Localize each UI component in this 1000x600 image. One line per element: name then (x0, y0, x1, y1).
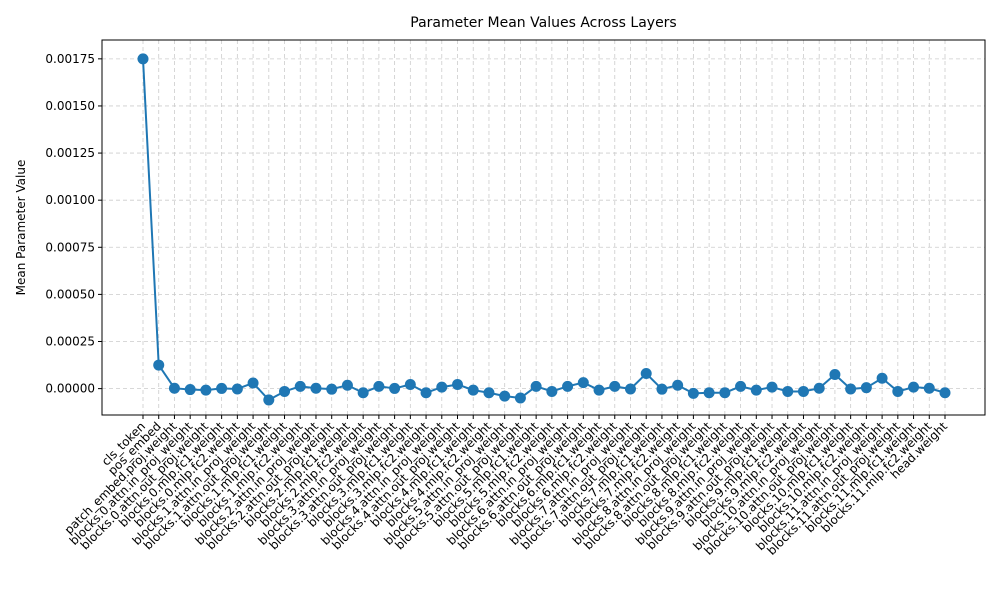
data-point (263, 394, 275, 406)
data-point (168, 382, 180, 394)
data-point (703, 387, 715, 399)
data-point (860, 382, 872, 394)
y-tick-label: 0.00050 (45, 287, 95, 301)
data-point (876, 372, 888, 384)
data-point (782, 385, 794, 397)
data-point (231, 383, 243, 395)
data-point (908, 381, 920, 393)
series-mean-values (137, 53, 951, 406)
data-point (420, 387, 432, 399)
data-point (609, 380, 621, 392)
data-point (672, 379, 684, 391)
data-point (436, 381, 448, 393)
data-point (797, 385, 809, 397)
data-point (467, 384, 479, 396)
data-point (546, 385, 558, 397)
y-axis: 0.00000 0.00025 0.00050 0.00075 0.00100 0.001… (45, 52, 102, 396)
data-point (452, 378, 464, 390)
data-point (153, 359, 165, 371)
y-tick-label: 0.00125 (45, 146, 95, 160)
data-point (530, 380, 542, 392)
data-point (184, 384, 196, 396)
chart-title: Parameter Mean Values Across Layers (410, 15, 676, 31)
data-point (735, 380, 747, 392)
data-point (656, 383, 668, 395)
data-point (499, 390, 511, 402)
data-point (216, 382, 228, 394)
data-point (514, 392, 526, 404)
plot-area (101, 39, 986, 416)
data-point (687, 387, 699, 399)
data-point (200, 384, 212, 396)
y-tick-label: 0.00100 (45, 193, 95, 207)
data-point (389, 382, 401, 394)
data-point (750, 384, 762, 396)
data-point (326, 383, 338, 395)
data-point (577, 377, 589, 389)
data-point (939, 387, 951, 399)
data-point (373, 380, 385, 392)
data-point (624, 383, 636, 395)
data-point (562, 380, 574, 392)
y-tick-label: 0.00000 (45, 382, 95, 396)
data-point (483, 387, 495, 399)
data-point (294, 380, 306, 392)
grid (102, 40, 985, 415)
y-tick-label: 0.00150 (45, 99, 95, 113)
data-point (829, 368, 841, 380)
data-point (593, 384, 605, 396)
y-tick-label: 0.00075 (45, 240, 95, 254)
series-line (142, 58, 946, 401)
data-point (813, 382, 825, 394)
y-tick-label: 0.00175 (45, 52, 95, 66)
data-point (892, 385, 904, 397)
data-point (404, 378, 416, 390)
data-point (923, 382, 935, 394)
data-point (357, 387, 369, 399)
data-point (719, 387, 731, 399)
data-point (247, 377, 259, 389)
y-tick-label: 0.00025 (45, 335, 95, 349)
data-point (341, 379, 353, 391)
data-point (766, 381, 778, 393)
data-point (845, 383, 857, 395)
data-point (310, 382, 322, 394)
x-axis: cls_tokenpos_embedpatch_embed.proj.weigh… (62, 415, 950, 558)
data-point (137, 53, 149, 65)
data-point (640, 368, 652, 380)
data-point (279, 385, 291, 397)
y-axis-label: Mean Parameter Value (14, 160, 28, 296)
